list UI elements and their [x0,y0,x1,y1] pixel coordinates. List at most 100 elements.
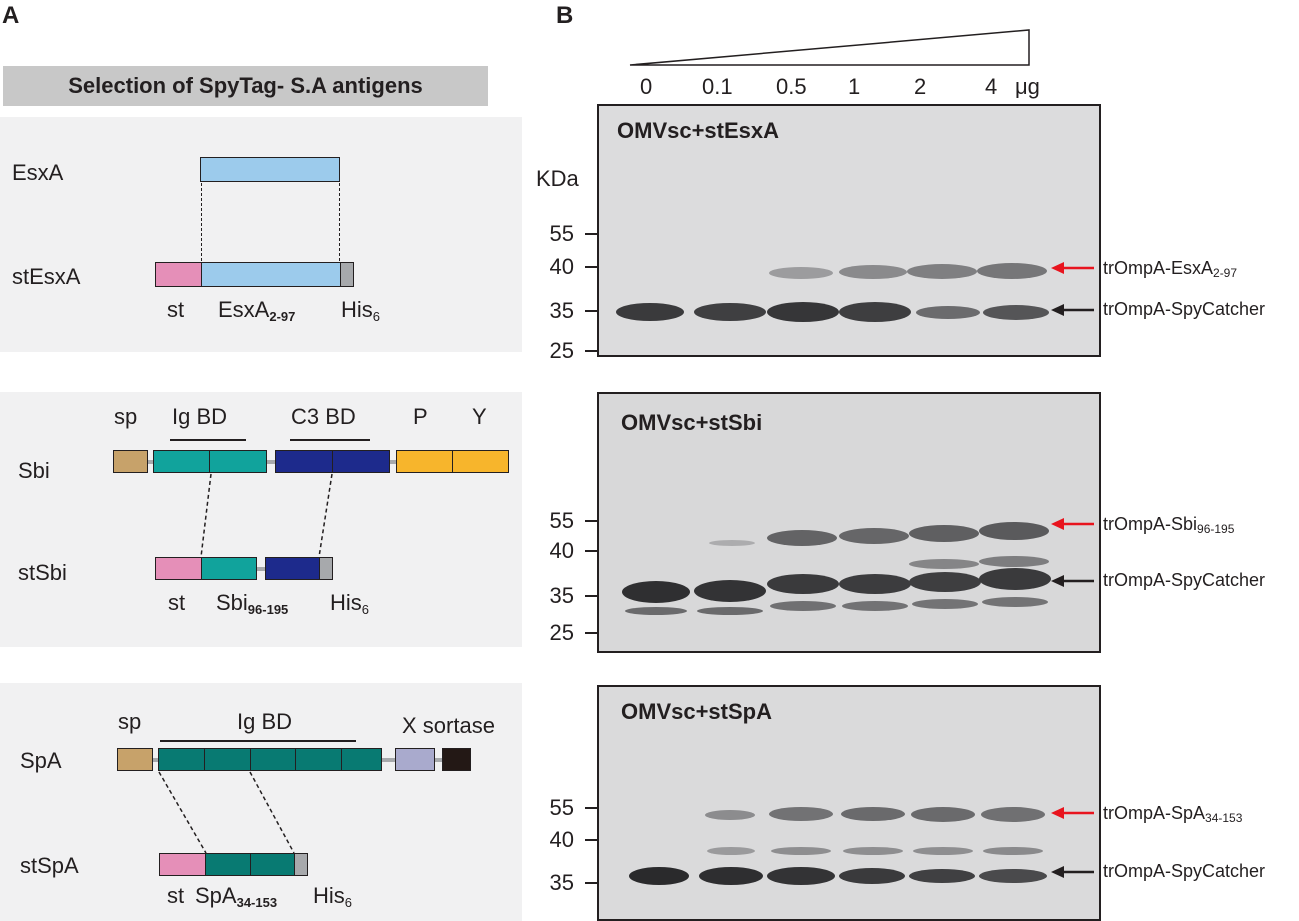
band-antigen [909,525,979,542]
band-antigen [981,807,1045,822]
stsbi-backbone [256,567,268,571]
band-carrier [979,869,1047,883]
spa-sortase-segment [442,748,471,771]
band-antigen [709,540,755,546]
band-antigen [979,522,1049,540]
stspa-st-label: st [167,883,185,908]
gel-spa: OMVsc+stSpA [597,685,1101,921]
band-antigen [839,265,907,279]
marker-35: 35 [549,583,574,608]
stspa-ig1-segment [205,853,251,876]
marker-tick [585,350,597,352]
band-antigen [841,807,905,821]
band-lower [625,607,687,615]
marker-tick [585,595,597,597]
marker-tick [585,632,597,634]
stspa-ig2-segment [250,853,295,876]
carrier-band-label: trOmpA-SpyCatcher [1103,299,1266,319]
band-lower [982,597,1048,607]
stsbi-st-label: st [168,590,186,615]
stsbi-st-segment [155,557,202,580]
band-antigen [769,267,833,279]
spa-panel: sp Ig BD X sortase SpA stSpA st SpA34-15… [0,683,522,921]
sbi-sp-segment [113,450,148,473]
band-antigen [769,807,833,821]
stspa-his-label: His6 [313,883,353,910]
antigen-band-label: trOmpA-SpA34-153 [1103,803,1243,825]
spa-x-sortase-label: X sortase [402,713,495,738]
black-arrow-icon [1051,575,1094,587]
band-lower [912,599,978,609]
marker-tick [585,310,597,312]
marker-tick [585,520,597,522]
stsbi-label: stSbi [18,560,67,585]
c3-bd-bracket [290,439,370,441]
kda-label: KDa [536,166,579,191]
marker-40: 40 [549,827,574,852]
band-mid [979,556,1049,567]
black-arrow-icon [1051,304,1094,316]
red-arrow-icon [1051,807,1094,819]
band-carrier [699,867,763,885]
spa-ig-bd-label: Ig BD [237,709,293,734]
sbi-ig2-segment [209,450,267,473]
black-arrow-icon [1051,866,1094,878]
band-mid [771,847,831,855]
band-carrier [983,305,1049,320]
band-carrier [622,581,690,603]
band-mid [913,847,973,855]
marker-tick [585,550,597,552]
band-carrier [839,868,905,884]
marker-35: 35 [549,870,574,895]
esxa-full-label: EsxA [12,160,64,185]
stsbi-fragment-label: Sbi96-195 [216,590,289,617]
band-carrier [694,303,766,321]
sbi-panel: sp Ig BD C3 BD P Y Sbi stSbi st Sbi96-19… [0,392,522,647]
st-segment [155,262,202,287]
st-label: st [167,297,185,322]
band-carrier [767,302,839,322]
band-mid [707,847,755,855]
band-lower [697,607,763,615]
stspa-st-segment [159,853,206,876]
band-carrier [909,572,981,592]
band-carrier [629,867,689,885]
lane-label-unit: μg [1015,74,1040,99]
marker-tick [585,839,597,841]
gel-title: OMVsc+stEsxA [617,118,780,143]
band-antigen [911,807,975,822]
band-carrier [909,869,975,883]
lane-label-2: 0.5 [776,74,807,99]
marker-55: 55 [549,221,574,246]
band-lower [770,601,836,611]
sbi-p-label: P [413,404,428,429]
marker-35: 35 [549,298,574,323]
spa-dash-lines [158,771,295,854]
lane-label-5: 4 [985,74,998,99]
sbi-ig-bd-label: Ig BD [172,404,228,429]
stsbi-his-segment [319,557,333,580]
band-carrier [767,574,839,594]
marker-25: 25 [549,620,574,645]
stsbi-c3-segment [265,557,320,580]
stsbi-ig-segment [201,557,257,580]
sbi-c3-bd-label: C3 BD [291,404,356,429]
spa-x-segment [395,748,435,771]
esxa-panel: EsxA stEsxA st EsxA2-97 His6 [0,117,522,352]
gel-sbi: OMVsc+stSbi [597,392,1101,653]
spa-full-label: SpA [20,748,62,773]
marker-tick [585,266,597,268]
stspa-his-segment [294,853,308,876]
esxa-fragment-label: EsxA2-97 [218,297,296,324]
marker-55: 55 [549,795,574,820]
sbi-y-segment [452,450,509,473]
band-carrier [916,306,980,319]
panel-b-label: B [556,2,574,29]
stsbi-his-label: His6 [330,590,370,617]
esxa-full-segment [200,157,340,182]
stspa-label: stSpA [20,853,79,878]
esxa-dash-right [339,183,340,261]
red-arrow-icon [1051,262,1094,274]
marker-40: 40 [549,254,574,279]
band-carrier [616,303,684,321]
